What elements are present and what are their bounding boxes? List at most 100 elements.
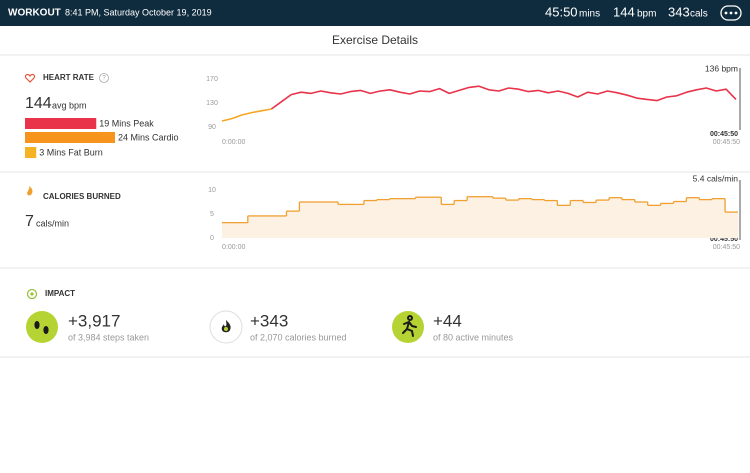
stat-unit: bpm — [637, 9, 656, 20]
stat-value: 343 — [668, 4, 690, 19]
calorie-area — [299, 202, 313, 238]
help-icon[interactable] — [99, 73, 109, 83]
calorie-area — [273, 215, 287, 238]
y-tick-label: 0 — [210, 235, 214, 242]
calorie-area — [454, 200, 468, 238]
cursor-time: 00:45:50 — [710, 131, 738, 138]
heart-icon — [24, 73, 36, 83]
calorie-area — [351, 204, 365, 238]
workout-datetime: 8:41 PM, Saturday October 19, 2019 — [65, 7, 212, 17]
current-value: 136 bpm — [705, 63, 738, 73]
calories-icon-flame — [221, 320, 231, 333]
calorie-area — [505, 200, 519, 238]
avg-unit: avg bpm — [52, 100, 87, 110]
cursor-time: 00:45:50 — [710, 236, 738, 243]
menu-button[interactable] — [720, 5, 742, 21]
stat-value: 144 — [613, 4, 635, 19]
x-start-label: 0:00:00 — [222, 139, 245, 146]
impact-value: +3,917 — [68, 311, 120, 330]
calorie-area — [260, 215, 274, 238]
impact-detail: of 80 active minutes — [433, 332, 514, 342]
calorie-area — [596, 200, 610, 238]
zone-label: 3 Mins Fat Burn — [39, 147, 103, 157]
impact-detail: of 3,984 steps taken — [68, 332, 149, 342]
calorie-area — [673, 201, 687, 238]
calorie-area — [583, 202, 597, 238]
calorie-area — [234, 222, 249, 238]
stat-value: 45:50 — [545, 4, 578, 19]
top-bar — [0, 0, 750, 26]
section-title: CALORIES BURNED — [43, 192, 121, 201]
active-icon-runner — [402, 315, 417, 337]
calorie-area — [402, 198, 416, 238]
y-tick-label: 170 — [206, 76, 218, 83]
calorie-area — [686, 197, 700, 238]
calorie-area — [518, 198, 532, 238]
calorie-area — [415, 197, 429, 238]
calorie-area — [467, 196, 481, 238]
calorie-area — [621, 199, 636, 238]
stat-unit: mins — [579, 9, 600, 20]
y-tick-label: 90 — [208, 124, 216, 131]
calorie-area — [325, 202, 339, 238]
y-tick-label: 130 — [206, 100, 218, 107]
calorie-area — [376, 199, 390, 238]
zone-bar — [25, 118, 97, 129]
calorie-area — [531, 199, 545, 238]
section-title: HEART RATE — [43, 73, 95, 82]
zone-bar — [25, 132, 115, 143]
x-start-label: 0:00:00 — [222, 244, 245, 251]
help-text: ? — [102, 76, 106, 82]
calorie-area — [725, 212, 739, 238]
calorie-area — [247, 215, 261, 238]
calorie-area — [441, 204, 455, 238]
calorie-area — [480, 196, 494, 238]
calorie-area — [699, 199, 713, 238]
steps-icon — [26, 311, 58, 343]
impact-value: +44 — [433, 311, 462, 330]
calorie-area — [312, 202, 326, 238]
calorie-area — [286, 211, 300, 238]
calorie-area — [634, 202, 648, 238]
heart-rate-line — [270, 85, 737, 110]
calorie-area — [363, 200, 378, 238]
calories-icon-core — [224, 327, 228, 331]
x-end-label: 00:45:50 — [713, 244, 740, 251]
calorie-area — [428, 197, 442, 238]
calorie-area — [557, 205, 571, 238]
calorie-area — [647, 205, 661, 238]
calorie-area — [222, 222, 236, 238]
avg-unit: cals/min — [36, 218, 69, 228]
page-title: Exercise Details — [332, 33, 418, 47]
calorie-area — [609, 197, 623, 238]
zone-bar — [25, 147, 37, 158]
calorie-area — [544, 200, 558, 238]
zone-label: 24 Mins Cardio — [118, 132, 179, 142]
current-value: 5.4 cals/min — [693, 174, 739, 184]
steps-icon-foot — [34, 321, 40, 329]
target-icon-dot — [30, 292, 34, 296]
y-tick-label: 10 — [208, 187, 216, 194]
impact-detail: of 2,070 calories burned — [250, 332, 347, 342]
avg-value: 7 — [25, 213, 34, 230]
section-title: IMPACT — [45, 289, 75, 298]
calorie-area — [660, 203, 674, 238]
steps-icon-foot — [43, 326, 49, 334]
calorie-area — [492, 198, 507, 238]
calorie-area — [712, 198, 726, 238]
flame-icon — [27, 186, 33, 196]
zone-label: 19 Mins Peak — [99, 118, 154, 128]
avg-value: 144 — [25, 95, 52, 112]
workout-title: WORKOUT — [8, 8, 61, 19]
stat-unit: cals — [690, 9, 708, 20]
calorie-area — [338, 204, 352, 238]
calorie-area — [389, 198, 403, 238]
x-end-label: 00:45:50 — [713, 139, 740, 146]
heart-rate-line — [221, 108, 272, 122]
y-tick-label: 5 — [210, 211, 214, 218]
impact-value: +343 — [250, 311, 288, 330]
target-icon — [26, 288, 38, 300]
calorie-area — [570, 200, 584, 238]
